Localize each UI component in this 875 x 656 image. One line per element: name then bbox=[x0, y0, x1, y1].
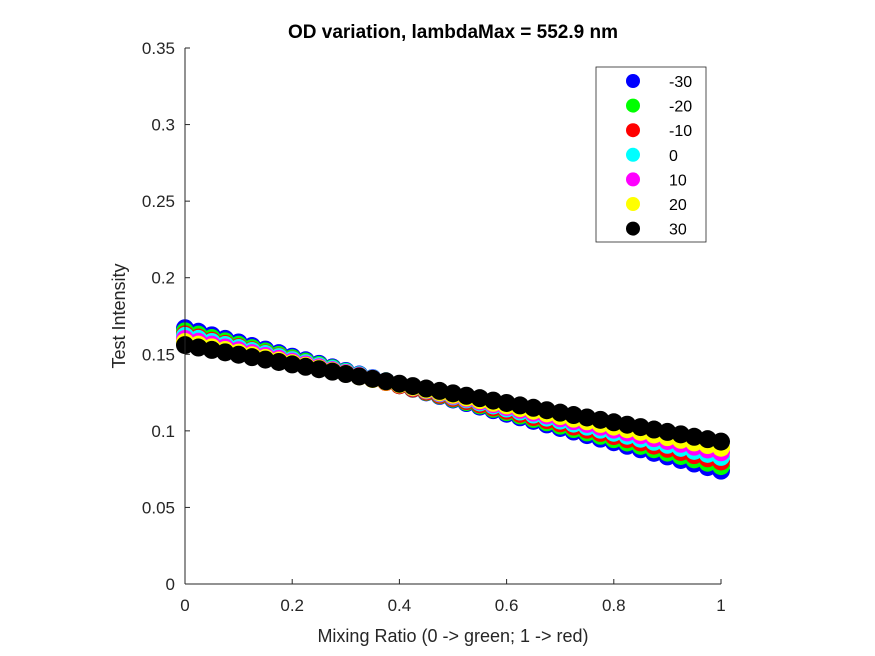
y-axis-ticks: 0 0.05 0.1 0.15 0.2 0.25 0.3 0.35 bbox=[142, 39, 190, 594]
legend-label: 0 bbox=[669, 148, 678, 165]
legend-marker bbox=[626, 172, 640, 187]
data-point bbox=[524, 398, 543, 417]
legend-box bbox=[595, 66, 707, 243]
data-point bbox=[283, 355, 302, 374]
data-point bbox=[470, 389, 489, 408]
legend-label: 20 bbox=[669, 197, 687, 214]
data-point bbox=[430, 381, 449, 400]
data-point bbox=[457, 386, 476, 405]
data-point bbox=[202, 340, 221, 359]
data-point bbox=[243, 348, 261, 367]
data-point bbox=[578, 408, 596, 427]
legend: -30 -20 -10 0 10 20 30 bbox=[595, 66, 707, 243]
data-point bbox=[484, 391, 503, 410]
x-tick-label: 1 bbox=[716, 596, 725, 615]
legend-item: -10 bbox=[626, 123, 692, 140]
data-point bbox=[564, 406, 583, 425]
data-point bbox=[537, 401, 556, 420]
data-point bbox=[685, 427, 704, 446]
data-point bbox=[336, 365, 355, 384]
x-tick-label: 0.2 bbox=[280, 596, 304, 615]
data-point bbox=[189, 338, 208, 357]
legend-item: 10 bbox=[626, 172, 687, 189]
legend-item: -20 bbox=[626, 98, 692, 116]
data-point bbox=[591, 410, 610, 429]
data-point bbox=[323, 362, 342, 381]
data-point bbox=[256, 350, 275, 369]
data-point bbox=[604, 413, 623, 432]
data-point bbox=[390, 374, 409, 393]
data-point bbox=[497, 393, 516, 412]
axes bbox=[184, 48, 721, 585]
data-point bbox=[444, 384, 462, 403]
data-point bbox=[229, 345, 248, 364]
legend-marker bbox=[626, 123, 640, 138]
legend-marker bbox=[626, 197, 640, 211]
x-tick-label: 0.4 bbox=[388, 596, 412, 615]
y-tick-label: 0.05 bbox=[142, 498, 175, 517]
legend-label: 10 bbox=[669, 172, 687, 189]
legend-label: 30 bbox=[669, 222, 687, 239]
data-point bbox=[645, 420, 663, 439]
data-point bbox=[310, 360, 328, 379]
data-point bbox=[511, 396, 529, 415]
data-point bbox=[631, 418, 650, 437]
data-point bbox=[363, 369, 382, 388]
y-tick-label: 0 bbox=[166, 575, 175, 594]
legend-label: -20 bbox=[669, 99, 692, 116]
data-point bbox=[216, 343, 235, 362]
x-tick-label: 0.8 bbox=[602, 596, 626, 615]
legend-marker bbox=[626, 147, 640, 162]
x-tick-label: 0.6 bbox=[495, 596, 519, 615]
data-point bbox=[658, 422, 677, 441]
legend-marker bbox=[626, 221, 640, 236]
chart-title: OD variation, lambdaMax = 552.9 nm bbox=[288, 22, 618, 43]
data-point bbox=[350, 367, 369, 386]
y-axis-label: Test Intensity bbox=[109, 263, 129, 368]
y-tick-label: 0.35 bbox=[142, 39, 175, 58]
legend-item: 20 bbox=[626, 197, 687, 214]
y-tick-label: 0.25 bbox=[142, 192, 175, 211]
data-point bbox=[403, 377, 422, 396]
legend-item: -30 bbox=[626, 74, 692, 91]
x-tick-label: 0 bbox=[180, 596, 189, 615]
y-tick-label: 0.1 bbox=[151, 422, 175, 441]
legend-item: 0 bbox=[626, 147, 678, 165]
legend-marker bbox=[626, 74, 640, 88]
data-point bbox=[712, 432, 730, 451]
data-point bbox=[698, 430, 717, 449]
data-point bbox=[269, 352, 288, 371]
data-point bbox=[618, 415, 637, 434]
data-point bbox=[551, 403, 570, 422]
data-point bbox=[417, 379, 436, 398]
y-tick-label: 0.15 bbox=[142, 345, 175, 364]
y-tick-label: 0.2 bbox=[151, 269, 175, 288]
plot-area bbox=[176, 319, 730, 480]
data-point bbox=[377, 372, 395, 391]
legend-label: -30 bbox=[669, 74, 692, 91]
legend-label: -10 bbox=[669, 123, 692, 140]
series-30 bbox=[176, 336, 730, 451]
y-tick-label: 0.3 bbox=[151, 116, 175, 135]
x-axis-label: Mixing Ratio (0 -> green; 1 -> red) bbox=[317, 626, 588, 646]
data-point bbox=[296, 357, 315, 376]
legend-marker bbox=[626, 98, 640, 113]
legend-item: 30 bbox=[626, 221, 687, 239]
x-axis-ticks: 0 0.2 0.4 0.6 0.8 1 bbox=[180, 579, 726, 615]
data-point bbox=[671, 425, 690, 444]
